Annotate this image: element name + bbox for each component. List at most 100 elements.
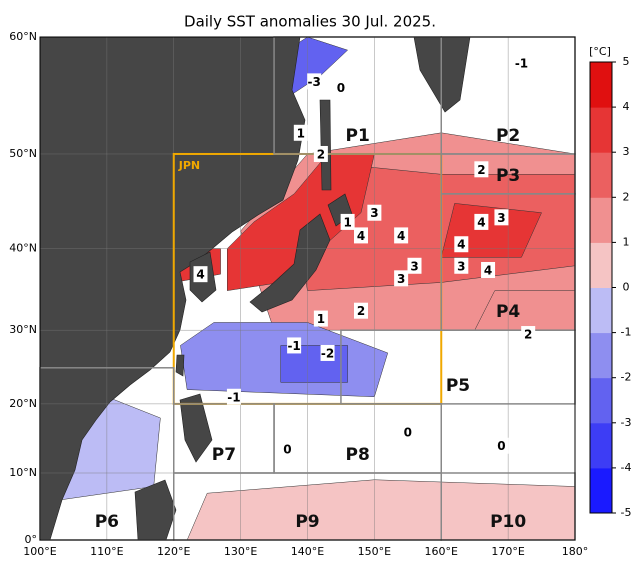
colorbar-tick-label: 0 <box>623 281 630 294</box>
contour-label: 3 <box>370 206 378 220</box>
contour-label-bg <box>367 204 382 221</box>
contour-label-bg <box>407 257 422 274</box>
contour-label: 1 <box>343 215 351 229</box>
region-label: P7 <box>212 445 236 465</box>
contour-label-bg <box>521 326 536 343</box>
y-tick-label: 50°N <box>9 147 37 160</box>
contour-label: 1 <box>297 126 305 140</box>
contour-label-bg <box>454 236 469 253</box>
region-label: P9 <box>295 512 319 532</box>
contour-label-bg <box>400 423 415 440</box>
contour-label: 0 <box>283 443 291 457</box>
contour-label: 0 <box>337 81 345 95</box>
contour-label-bg <box>354 227 368 244</box>
contour-label: 2 <box>357 304 365 318</box>
contour-label: 3 <box>397 272 405 286</box>
region-label: P2 <box>496 126 520 146</box>
contour-label: 2 <box>317 147 325 161</box>
x-tick-label: 140°E <box>291 545 324 558</box>
colorbar-tick-label: -5 <box>621 506 632 519</box>
y-tick-label: 40°N <box>9 242 37 255</box>
chart-title: Daily SST anomalies 30 Jul. 2025. <box>184 13 436 31</box>
colorbar-swatch <box>590 422 612 469</box>
borneo <box>134 479 177 541</box>
region-label: P1 <box>346 126 370 146</box>
colorbar-swatch <box>590 152 612 198</box>
colorbar-tick-label: 5 <box>623 55 630 68</box>
colorbar-swatch <box>590 287 612 334</box>
contour-label: -2 <box>321 346 334 360</box>
contour-label: 4 <box>484 263 492 277</box>
contour-label: 4 <box>357 229 365 243</box>
contour-label: 4 <box>196 268 204 282</box>
contour-label: -1 <box>515 56 528 70</box>
x-tick-label: 150°E <box>358 545 391 558</box>
x-tick-label: 160°E <box>425 545 458 558</box>
contour-label: 3 <box>410 259 418 273</box>
contour-label-bg <box>313 145 328 162</box>
region-label: P10 <box>490 512 526 532</box>
contour-label: 4 <box>397 229 405 243</box>
colorbar-swatch <box>590 332 612 379</box>
contour-label-bg <box>193 266 208 283</box>
contour-label-bg <box>494 209 509 226</box>
contour-label-bg <box>333 79 348 96</box>
colorbar-swatch <box>590 62 612 108</box>
colorbar-tick-label: -1 <box>621 326 632 339</box>
sakhalin <box>319 99 332 191</box>
x-tick-label: 170°E <box>491 545 524 558</box>
contour-label: 0 <box>404 425 412 439</box>
colorbar-swatch <box>590 242 612 288</box>
japan <box>249 213 331 313</box>
y-tick-label: 30°N <box>9 323 37 336</box>
contour-label-bg <box>226 388 241 405</box>
contour-label-bg <box>474 213 489 230</box>
contour-label: -3 <box>308 75 321 89</box>
colorbar-swatch <box>590 377 612 424</box>
contour-label: 3 <box>497 211 505 225</box>
land <box>39 36 471 541</box>
philippines <box>179 393 213 463</box>
contour-label-bg <box>320 344 335 361</box>
contour-label-bg <box>474 161 489 178</box>
y-tick-label: 20°N <box>9 397 37 410</box>
contour-label-bg <box>307 73 322 90</box>
x-tick-label: 110°E <box>90 545 123 558</box>
contour-label-bg <box>454 257 469 274</box>
contour-label-bg <box>514 54 529 71</box>
contour-label-bg <box>354 302 368 319</box>
contour-label-bg <box>394 227 409 244</box>
region-label: P6 <box>95 512 119 532</box>
contour-label-bg <box>494 437 509 454</box>
region-label: P5 <box>446 376 470 396</box>
x-tick-label: 120°E <box>157 545 190 558</box>
contour-label-bg <box>293 124 308 141</box>
taiwan <box>175 354 185 377</box>
colorbar-tick-label: -3 <box>621 416 632 429</box>
colorbar-swatch <box>590 467 612 514</box>
x-tick-label: 130°E <box>224 545 257 558</box>
contour-label: 4 <box>477 215 485 229</box>
region-label: P8 <box>346 445 370 465</box>
contour-label-bg <box>481 261 496 278</box>
region-label: P4 <box>496 302 520 322</box>
contour-label: 4 <box>457 238 465 252</box>
contour-label-bg <box>280 441 295 458</box>
contour-label: -1 <box>287 339 300 353</box>
colorbar-tick-label: -2 <box>621 371 632 384</box>
region-label: JPN <box>178 159 200 172</box>
colorbar-swatch <box>590 197 612 243</box>
y-tick-label: 0° <box>25 533 38 546</box>
x-tick-label: 180° <box>562 545 589 558</box>
contour-label: 1 <box>317 312 325 326</box>
contour-label: 2 <box>477 163 485 177</box>
contour-label: 0 <box>497 439 505 453</box>
contour-label-bg <box>313 310 328 327</box>
contour-label-bg <box>340 213 355 230</box>
colorbar-swatch <box>590 107 612 153</box>
colorbar-tick-label: 3 <box>623 145 630 158</box>
contour-label-bg <box>394 270 409 287</box>
colorbar-tick-label: -4 <box>621 461 632 474</box>
x-tick-label: 100°E <box>23 545 56 558</box>
